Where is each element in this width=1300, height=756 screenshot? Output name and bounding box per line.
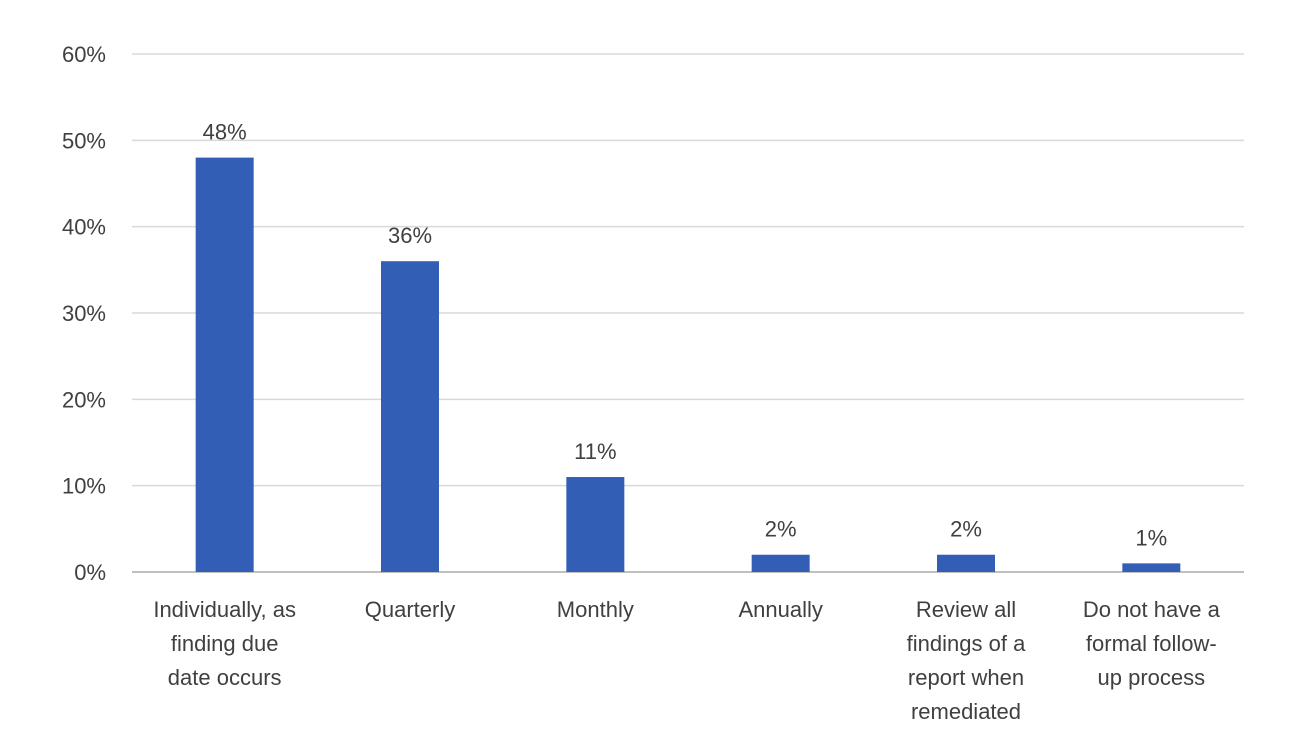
- y-tick-label: 40%: [62, 215, 106, 240]
- data-label: 36%: [388, 223, 432, 248]
- y-tick-label: 10%: [62, 474, 106, 499]
- bar: [566, 477, 625, 572]
- y-tick-label: 50%: [62, 128, 106, 153]
- y-tick-label: 0%: [74, 560, 106, 585]
- bar: [195, 157, 254, 572]
- x-tick-label: Review all findings of a report when remedi…: [907, 597, 1026, 724]
- y-axis: 0% 10% 20% 30% 40% 50% 60%: [62, 42, 106, 585]
- x-tick-label: Do not have a formal follow-up process: [1083, 597, 1221, 690]
- y-tick-label: 30%: [62, 301, 106, 326]
- data-label: 48%: [203, 120, 247, 145]
- x-tick-label: Quarterly: [365, 597, 455, 622]
- x-tick-label: Individually, as finding due date occurs: [153, 597, 296, 690]
- x-tick-label: Annually: [738, 597, 822, 622]
- x-tick-label: Monthly: [557, 597, 634, 622]
- y-tick-label: 20%: [62, 387, 106, 412]
- bar: [937, 554, 995, 572]
- bar: [751, 554, 810, 572]
- bar: [381, 261, 439, 572]
- data-label: 1%: [1135, 525, 1167, 550]
- gridlines: [132, 53, 1244, 573]
- bars: [195, 157, 1181, 572]
- data-label: 2%: [765, 517, 797, 542]
- data-labels: 48% 36% 11% 2% 2% 1%: [203, 120, 1168, 551]
- x-axis-categories: Individually, as finding due date occurs Qu…: [153, 597, 1220, 724]
- data-label: 11%: [574, 439, 616, 464]
- bar: [1122, 563, 1181, 572]
- y-tick-label: 60%: [62, 42, 106, 67]
- data-label: 2%: [950, 517, 982, 542]
